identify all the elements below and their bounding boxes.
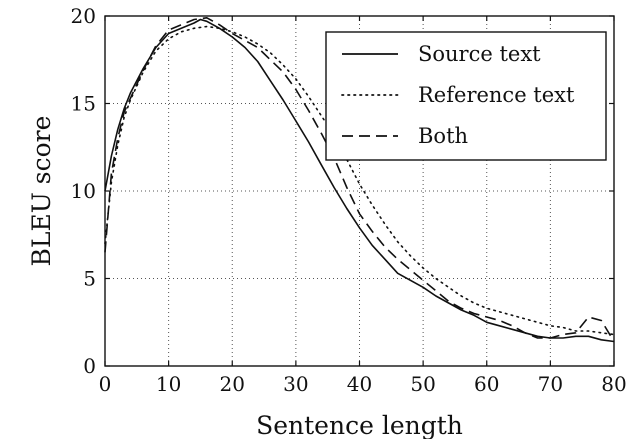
x-tick-label: 60 bbox=[474, 372, 499, 396]
x-tick-label: 50 bbox=[410, 372, 435, 396]
y-tick-label: 15 bbox=[71, 92, 96, 116]
x-axis-label: Sentence length bbox=[256, 411, 463, 439]
y-axis-label: BLEU score bbox=[27, 116, 56, 267]
x-tick-label: 30 bbox=[283, 372, 308, 396]
y-tick-label: 10 bbox=[71, 179, 96, 203]
legend-label: Both bbox=[418, 124, 468, 148]
legend: Source text Reference text Both bbox=[325, 31, 607, 161]
x-tick-label: 10 bbox=[156, 372, 181, 396]
axis-ticks: 0 10 20 30 40 50 60 70 80 0 5 10 15 20 bbox=[71, 4, 627, 396]
x-tick-label: 0 bbox=[99, 372, 112, 396]
x-tick-label: 20 bbox=[220, 372, 245, 396]
y-tick-label: 5 bbox=[83, 267, 96, 291]
series-line-dashed bbox=[104, 16, 615, 342]
x-tick-label: 70 bbox=[538, 372, 563, 396]
y-tick-label: 0 bbox=[83, 354, 96, 378]
legend-label: Source text bbox=[418, 42, 541, 66]
x-tick-label: 80 bbox=[601, 372, 626, 396]
x-tick-label: 40 bbox=[347, 372, 372, 396]
legend-label: Reference text bbox=[418, 83, 575, 107]
y-tick-label: 20 bbox=[71, 4, 96, 28]
